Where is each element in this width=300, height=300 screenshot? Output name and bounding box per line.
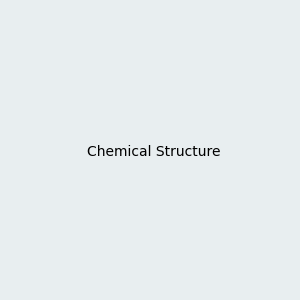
Text: Chemical Structure: Chemical Structure — [87, 145, 220, 158]
